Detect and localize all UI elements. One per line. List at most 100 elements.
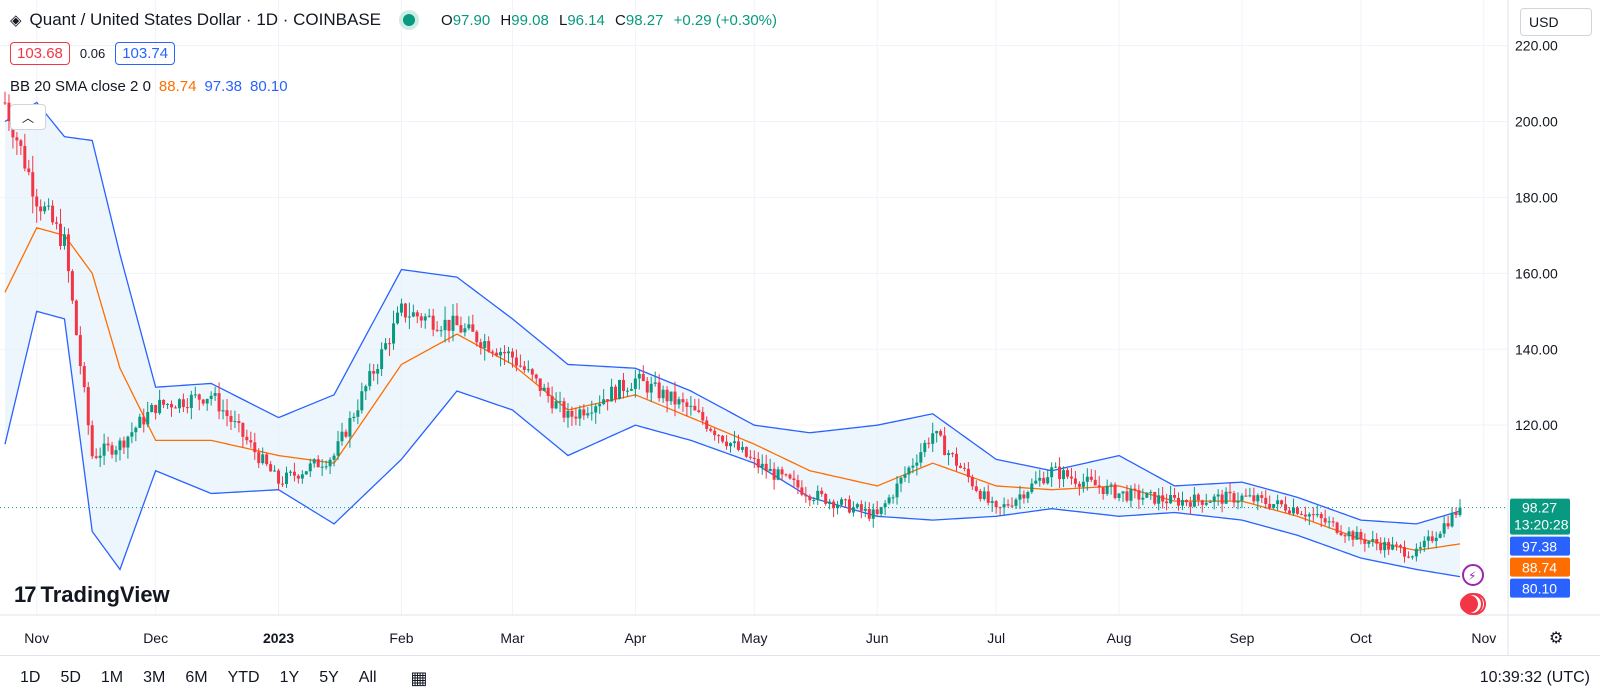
candle-body [348,418,352,437]
buy-button[interactable]: 103.74 [115,42,176,65]
band-fill [5,102,1460,577]
candle-body [907,467,911,475]
range-5y[interactable]: 5Y [319,669,339,686]
candle-body [122,440,126,448]
candle-body [1192,494,1196,507]
candle-body [1375,539,1379,544]
candle-body [86,387,90,426]
close-label: C [615,11,626,29]
candle-body [1232,493,1236,503]
date-range-calendar-icon[interactable]: ▦ [410,667,428,688]
candle-body [316,459,320,468]
candle-body [931,433,935,444]
collapse-legend-button[interactable]: ︿ [10,104,46,130]
currency-selector[interactable]: USD [1520,8,1592,36]
candle-body [1157,495,1161,504]
candle-body [269,464,273,472]
sell-button[interactable]: 103.68 [10,42,70,65]
range-ytd[interactable]: YTD [227,669,260,686]
range-1d[interactable]: 1D [20,669,41,686]
candle-body [1180,500,1184,506]
indicator-basis-value: 88.74 [158,78,197,95]
chevron-up-icon: ︿ [21,110,34,125]
candle-body [415,312,419,317]
symbol-title[interactable]: Quant / United States Dollar · 1D · COIN… [29,10,382,29]
candle-body [59,223,63,246]
candle-body [1458,507,1462,516]
candle-body [284,472,288,484]
candle-body [1244,495,1248,497]
range-all[interactable]: All [358,669,377,686]
candle-body [1081,481,1085,487]
candle-body [840,499,844,505]
candle-body [475,331,479,343]
indicator-legend[interactable]: BB 20 SMA close 2 0 88.74 97.38 80.10 [10,78,296,95]
y-tick-label: 200.00 [1515,113,1558,129]
candle-body [1410,556,1414,558]
candle-body [368,371,372,387]
candle-body [780,469,784,475]
clock-readout[interactable]: 10:39:32 (UTC) [1479,669,1590,686]
candle-body [138,416,142,428]
candle-body [1387,542,1391,550]
candle-body [150,404,154,413]
y-tick-label: 120.00 [1515,417,1558,433]
candle-body [320,466,324,468]
candle-body [1303,514,1307,517]
indicator-name: BB 20 SMA close 2 0 [10,78,151,95]
candle-body [582,409,586,416]
candle-body [51,205,55,223]
range-1y[interactable]: 1Y [279,669,300,686]
candle-body [518,365,522,367]
candle-body [562,401,566,418]
candle-body [1038,477,1042,481]
candle-body [618,379,622,400]
candle-body [986,491,990,503]
candle-body [784,474,788,476]
candle-body [1200,500,1204,505]
candle-body [1026,492,1030,499]
candle-body [911,465,915,468]
tradingview-logo[interactable]: 17 TradingView [14,582,170,608]
range-5d[interactable]: 5D [60,669,81,686]
candle-body [1085,476,1089,482]
candle-body [958,465,962,468]
candle-body [1173,494,1177,498]
high-value: 99.08 [511,11,549,29]
candle-body [352,416,356,419]
candle-body [43,206,47,212]
candle-body [721,435,725,442]
candle-body [221,410,225,412]
upper-band-value: 97.38 [1522,539,1557,555]
candle-body [170,403,174,408]
candle-body [606,399,610,402]
candle-body [681,399,685,403]
candle-body [177,399,181,409]
axis-settings-icon[interactable]: ⚙ [1549,628,1563,647]
x-tick-label: 2023 [263,630,294,646]
candle-body [558,401,562,403]
candle-body [1212,496,1216,502]
candle-body [1188,502,1192,507]
lightning-event-icon[interactable] [1462,564,1484,586]
candle-body [693,405,697,411]
candle-body [1395,544,1399,546]
candle-body [621,379,625,392]
candle-body [982,491,986,500]
range-1m[interactable]: 1M [100,669,124,686]
price-chart[interactable]: 120.00 140.00 160.00 180.00 200.00 220.00 Nov D… [0,0,1600,655]
candle-body [1402,547,1406,557]
candle-body [288,471,292,473]
basis-tag: 88.74 [1510,557,1570,577]
candle-body [598,404,602,407]
candle-body [943,435,947,456]
low-value: 96.14 [567,11,605,29]
range-3m[interactable]: 3M [143,669,166,686]
candle-body [1077,483,1081,487]
range-6m[interactable]: 6M [185,669,208,686]
candle-body [1367,541,1371,544]
candle-body [824,494,828,504]
candle-body [1450,512,1454,527]
lower-band-tag: 80.10 [1510,578,1570,598]
candle-body [554,401,558,409]
